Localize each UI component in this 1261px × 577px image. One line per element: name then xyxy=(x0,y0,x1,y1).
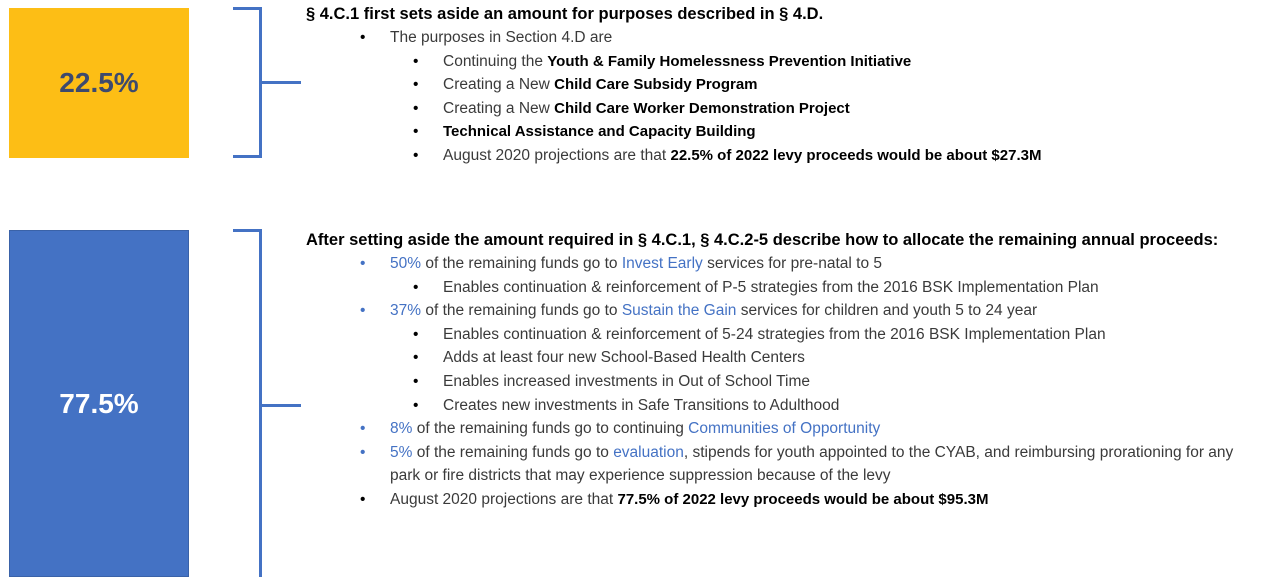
text-run: 77.5% of 2022 levy proceeds would be abo… xyxy=(617,490,989,508)
bullet-item: Technical Assistance and Capacity Buildi… xyxy=(306,120,1254,144)
bullet-item: The purposes in Section 4.D are xyxy=(306,26,1254,50)
bullet-item: Enables increased investments in Out of … xyxy=(306,370,1254,394)
bracket xyxy=(233,155,262,158)
bracket xyxy=(259,81,301,84)
text-run: of the remaining funds go to xyxy=(421,255,622,272)
bracket xyxy=(233,7,262,10)
percent-box: 22.5% xyxy=(9,8,189,158)
section-text: § 4.C.1 first sets aside an amount for p… xyxy=(306,3,1254,168)
text-run: August 2020 projections are that xyxy=(443,146,671,164)
text-run: Creates new investments in Safe Transiti… xyxy=(443,396,840,414)
text-run: Enables increased investments in Out of … xyxy=(443,372,811,390)
heading: § 4.C.1 first sets aside an amount for p… xyxy=(306,3,1254,26)
text-run: 22.5% of 2022 levy proceeds would be abo… xyxy=(670,146,1042,164)
bullet-item: Creates new investments in Safe Transiti… xyxy=(306,394,1254,418)
bullet-item: Enables continuation & reinforcement of … xyxy=(306,323,1254,347)
text-run: Adds at least four new School-Based Heal… xyxy=(443,349,805,367)
text-run: Technical Assistance and Capacity Buildi… xyxy=(443,123,756,141)
text-run: Creating a New xyxy=(443,76,555,94)
bullet-item: Adds at least four new School-Based Heal… xyxy=(306,346,1254,370)
text-run: Continuing the xyxy=(443,52,548,70)
text-run: After setting aside the amount required … xyxy=(306,231,1219,249)
text-run: evaluation xyxy=(613,443,684,461)
bullet-item: 37% of the remaining funds go to Sustain… xyxy=(306,299,1254,323)
text-run: , stipends for youth appointed to the CY… xyxy=(390,443,1234,485)
bullet-item: August 2020 projections are that 77.5% o… xyxy=(306,488,1254,512)
text-run: Communities of Opportunity xyxy=(688,420,881,438)
bullet-item: 5% of the remaining funds go to evaluati… xyxy=(306,441,1254,488)
bracket xyxy=(259,229,262,577)
text-run: services for pre-natal to 5 xyxy=(702,255,882,272)
bullet-item: Continuing the Youth & Family Homelessne… xyxy=(306,50,1254,74)
text-run: August 2020 projections are that xyxy=(390,490,618,508)
text-run: Creating a New xyxy=(443,99,555,117)
text-run: Child Care Worker Demonstration Project xyxy=(554,99,850,117)
text-run: 8% xyxy=(390,420,413,438)
text-run: Child Care Subsidy Program xyxy=(554,76,758,94)
text-run: 5% xyxy=(390,443,413,461)
text-run: Enables continuation & reinforcement of … xyxy=(443,325,1106,343)
bullet-item: August 2020 projections are that 22.5% o… xyxy=(306,144,1254,168)
text-run: of the remaining funds go to continuing xyxy=(412,420,689,438)
bullet-item: 8% of the remaining funds go to continui… xyxy=(306,417,1254,441)
text-run: services for children and youth 5 to 24 … xyxy=(736,302,1038,320)
section-text: After setting aside the amount required … xyxy=(306,229,1254,512)
bullet-item: Creating a New Child Care Subsidy Progra… xyxy=(306,73,1254,97)
text-run: Invest Early xyxy=(621,255,703,272)
bracket xyxy=(233,229,262,232)
bracket xyxy=(259,404,301,407)
text-run: 37% xyxy=(390,302,422,320)
heading: After setting aside the amount required … xyxy=(306,229,1254,252)
text-run: Enables continuation & reinforcement of … xyxy=(443,278,1099,296)
text-run: 50% xyxy=(390,255,422,272)
text-run: Youth & Family Homelessness Prevention I… xyxy=(547,52,912,70)
percent-box: 77.5% xyxy=(9,230,189,577)
text-run: of the remaining funds go to xyxy=(421,302,622,320)
text-run: Sustain the Gain xyxy=(621,302,737,320)
bullet-item: Enables continuation & reinforcement of … xyxy=(306,276,1254,300)
text-run: § 4.C.1 first sets aside an amount for p… xyxy=(306,5,824,23)
text-run: of the remaining funds go to xyxy=(412,443,614,461)
text-run: The purposes in Section 4.D are xyxy=(390,29,613,46)
bullet-item: 50% of the remaining funds go to Invest … xyxy=(306,252,1254,276)
bullet-item: Creating a New Child Care Worker Demonst… xyxy=(306,97,1254,121)
